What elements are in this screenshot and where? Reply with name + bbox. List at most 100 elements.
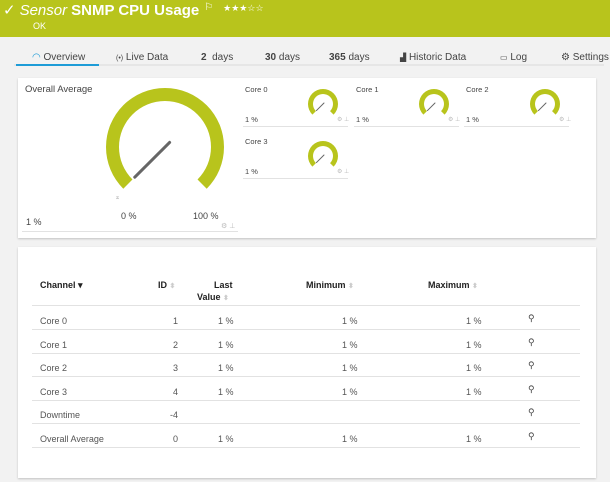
divider: [243, 126, 348, 127]
last-value: 1 %: [218, 386, 234, 397]
gauge-actions[interactable]: ⚙ ⊥: [559, 117, 572, 123]
maximum-value: 1 %: [466, 434, 482, 444]
main-gauge-needle: [133, 140, 172, 179]
gauge-actions[interactable]: ⚙ ⊥: [221, 223, 236, 230]
area-chart-icon: ▟: [400, 53, 407, 62]
channel-name[interactable]: Core 1: [40, 339, 68, 350]
row-divider: [32, 376, 580, 378]
channel-id: 0: [172, 434, 178, 444]
core-gauge-value: 1 %: [245, 167, 258, 176]
minimum-value: 1 %: [342, 386, 358, 397]
channel-name[interactable]: Core 0: [40, 316, 68, 326]
gauge-min-label: 0 %: [121, 211, 137, 221]
row-divider: [32, 447, 580, 448]
tab-2-days[interactable]: 2 days: [201, 52, 234, 63]
sensor-title: SNMP CPU Usage: [71, 2, 200, 19]
column-header-last-value[interactable]: Value ⬍: [197, 292, 229, 302]
minimum-value: 1 %: [342, 363, 358, 374]
core-gauge-needle: [315, 154, 325, 164]
main-gauge-title: Overall Average: [25, 84, 93, 95]
divider: [354, 126, 459, 127]
maximum-value: 1 %: [466, 363, 482, 374]
radio-waves-icon: (•): [116, 55, 124, 62]
divider: [22, 231, 238, 232]
gauge-actions[interactable]: ⚙ ⊥: [448, 117, 461, 123]
row-divider: [32, 352, 580, 354]
last-value: 1 %: [218, 363, 234, 374]
log-icon: ▭: [500, 53, 508, 62]
gauge-actions[interactable]: ⚙ ⊥: [337, 117, 350, 123]
core-gauge-arc: [308, 89, 339, 115]
core-gauge-value: 1 %: [245, 115, 258, 124]
channel-id: 4: [172, 386, 178, 397]
flag-icon[interactable]: ⚐: [204, 2, 214, 13]
column-header-last[interactable]: Last: [214, 280, 233, 290]
gauge-marker: ⌅: [115, 195, 121, 201]
core-gauge-needle: [315, 102, 325, 112]
maximum-value: 1 %: [466, 316, 482, 326]
channel-name[interactable]: Core 3: [40, 386, 68, 397]
channel-settings-icon[interactable]: ⚲: [528, 336, 535, 347]
main-gauge-value: 1 %: [26, 217, 42, 227]
channel-settings-icon[interactable]: ⚲: [528, 383, 535, 394]
tab-historic-data[interactable]: ▟ Historic Data: [400, 52, 467, 63]
minimum-value: 1 %: [342, 434, 358, 444]
column-header-maximum[interactable]: Maximum ⬍: [428, 280, 478, 290]
maximum-value: 1 %: [466, 339, 482, 350]
channel-name[interactable]: Core 2: [40, 363, 68, 374]
gauge-max-label: 100 %: [193, 211, 219, 221]
channel-settings-icon[interactable]: ⚲: [528, 313, 535, 323]
channels-panel: [18, 247, 596, 478]
core-gauge-needle: [426, 102, 436, 112]
minimum-value: 1 %: [342, 339, 358, 350]
core-gauge-value: 1 %: [466, 115, 479, 124]
core-gauge-arc: [530, 89, 560, 115]
maximum-value: 1 %: [466, 386, 482, 397]
row-divider: [32, 399, 580, 401]
priority-stars[interactable]: ★★★☆☆: [223, 3, 264, 13]
channel-name[interactable]: Downtime: [40, 410, 81, 421]
column-header-channel[interactable]: Channel ▾: [40, 280, 83, 290]
column-header-minimum[interactable]: Minimum ⬍: [306, 280, 354, 290]
column-header-id[interactable]: ID ⬍: [158, 280, 176, 290]
channel-id: -4: [169, 410, 178, 421]
channel-settings-icon[interactable]: ⚲: [528, 407, 535, 418]
channel-settings-icon[interactable]: ⚲: [528, 360, 535, 371]
tab-settings[interactable]: ⚙ Settings: [561, 52, 609, 63]
divider: [464, 126, 569, 127]
channel-id: 3: [172, 363, 178, 374]
core-gauge-value: 1 %: [356, 115, 369, 124]
divider: [243, 178, 348, 179]
tab-log[interactable]: ▭ Log: [500, 52, 528, 63]
channel-name[interactable]: Overall Average: [40, 434, 104, 444]
core-gauge-title: Core 3: [245, 137, 268, 146]
sensor-prefix: Sensor: [19, 2, 68, 19]
row-divider: [32, 329, 580, 330]
minimum-value: 1 %: [342, 316, 358, 326]
status-text: OK: [33, 21, 47, 31]
header-divider: [32, 305, 580, 306]
tab-365-days[interactable]: 365 days: [329, 52, 370, 63]
gear-icon: ⚙: [561, 52, 570, 63]
gauge-icon: ◠: [32, 52, 41, 63]
active-tab-indicator: [16, 64, 99, 66]
tab-live-data[interactable]: (•) Live Data: [116, 52, 169, 63]
channel-settings-icon[interactable]: ⚲: [528, 431, 535, 441]
last-value: 1 %: [218, 434, 234, 444]
core-gauge-arc: [419, 89, 450, 115]
sensor-header: ✓ Sensor SNMP CPU Usage ⚐ ★★★☆☆ OK: [0, 0, 610, 37]
tab-divider: [14, 64, 604, 66]
core-gauge-title: Core 1: [356, 85, 379, 94]
last-value: 1 %: [218, 316, 234, 326]
gauge-actions[interactable]: ⚙ ⊥: [337, 169, 350, 175]
core-gauge-arc: [308, 141, 338, 167]
last-value: 1 %: [218, 339, 234, 350]
tab-overview[interactable]: ◠ Overview: [32, 52, 86, 63]
core-gauge-title: Core 0: [245, 85, 268, 94]
channel-id: 2: [172, 339, 178, 350]
row-divider: [32, 423, 580, 425]
tab-30-days[interactable]: 30 days: [265, 52, 301, 63]
channel-id: 1: [172, 316, 178, 326]
header-title-row: ✓ Sensor SNMP CPU Usage ⚐ ★★★☆☆: [3, 2, 264, 20]
